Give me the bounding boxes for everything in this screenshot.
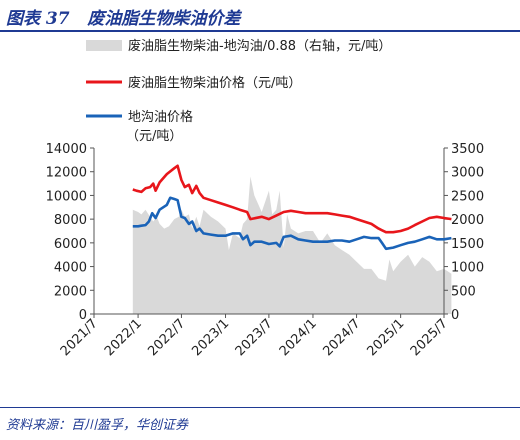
x-tick-label: 2023/1 [189,316,232,359]
figure-label: 图表 37 [6,9,70,29]
right-tick-label: 1500 [451,237,484,252]
series-spread-area [132,176,452,314]
legend-label-gutter-oil-unit: （元/吨） [126,129,182,144]
left-tick-label: 10000 [46,189,87,204]
legend-label-gutter-oil: 地沟油价格 [128,109,193,125]
right-tick-label: 1000 [451,261,484,276]
x-tick-label: 2022/7 [145,316,188,359]
legend-swatch-spread [86,40,122,51]
chart-title: 废油脂生物柴油价差 [87,9,241,29]
x-tick-label: 2023/7 [233,316,276,359]
left-tick-label: 6000 [54,237,87,252]
series-gutter-oil-line [132,196,452,251]
left-tick-label: 12000 [46,166,87,181]
legend-label-spread: 废油脂生物柴油-地沟油/0.88（右轴，元/吨） [128,38,391,54]
left-tick-label: 2000 [54,284,87,299]
source-note: 资料来源：百川盈孚，华创证券 [6,418,189,433]
legend-label-biodiesel: 废油脂生物柴油价格（元/吨） [128,75,301,91]
title-divider [0,30,520,32]
right-tick-label: 3500 [451,142,484,157]
right-tick-label: 0 [451,308,459,323]
right-tick-label: 3000 [451,166,484,181]
figure-title: 图表 37 废油脂生物柴油价差 [6,4,240,29]
right-tick-label: 500 [451,284,476,299]
series-biodiesel-line [132,164,452,234]
x-tick-label: 2025/1 [365,316,408,359]
x-tick-label: 2025/7 [408,316,451,359]
x-tick-label: 2022/1 [102,316,145,359]
x-tick-label: 2024/1 [277,316,320,359]
footer-divider [0,407,520,408]
left-tick-label: 4000 [54,261,87,276]
x-tick-label: 2024/7 [320,316,363,359]
figure-title-bar: 图表 37 废油脂生物柴油价差 [0,0,520,30]
right-tick-label: 2500 [451,189,484,204]
left-tick-label: 0 [79,308,87,323]
right-tick-label: 2000 [451,213,484,228]
left-tick-label: 8000 [54,213,87,228]
left-tick-label: 14000 [46,142,87,157]
price-spread-chart: 废油脂生物柴油-地沟油/0.88（右轴，元/吨） 废油脂生物柴油价格（元/吨） 地沟… [46,38,484,359]
